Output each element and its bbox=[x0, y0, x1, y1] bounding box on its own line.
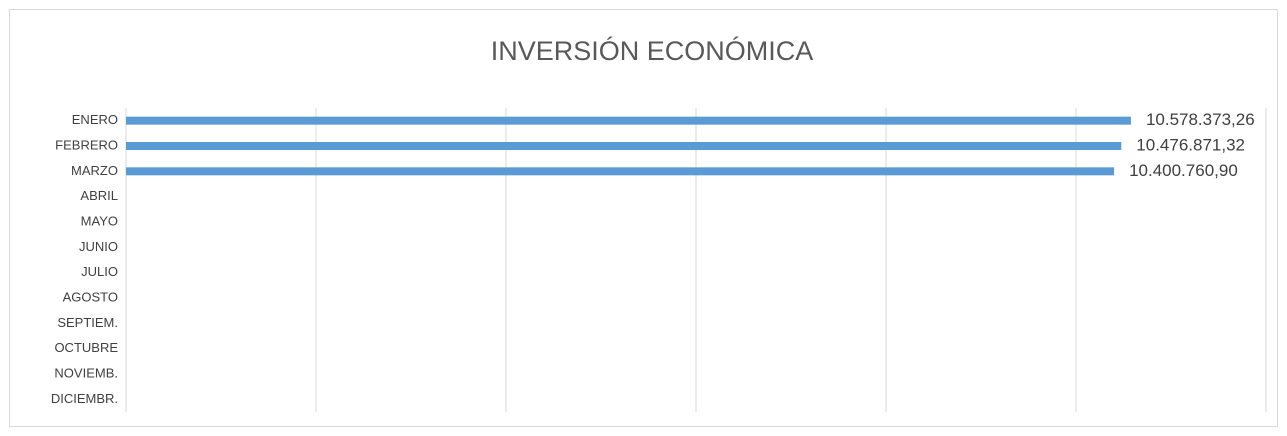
value-label: 10.476.871,32 bbox=[1136, 135, 1245, 154]
y-tick-label: ABRIL bbox=[80, 188, 118, 203]
y-tick-label: MARZO bbox=[71, 163, 118, 178]
y-tick-label: DICIEMBR. bbox=[51, 391, 118, 406]
value-label: 10.578.373,26 bbox=[1146, 110, 1255, 129]
y-tick-label: JUNIO bbox=[79, 239, 118, 254]
chart-title: INVERSIÓN ECONÓMICA bbox=[491, 35, 814, 66]
y-tick-label: AGOSTO bbox=[63, 289, 118, 304]
y-tick-label: JULIO bbox=[81, 264, 118, 279]
y-tick-label: NOVIEMB. bbox=[54, 365, 118, 380]
y-tick-label: FEBRERO bbox=[55, 137, 118, 152]
y-tick-label: SEPTIEM. bbox=[57, 315, 118, 330]
chart-border bbox=[9, 9, 1278, 427]
bar bbox=[126, 116, 1131, 125]
y-tick-label: MAYO bbox=[81, 213, 118, 228]
y-tick-label: ENERO bbox=[72, 112, 118, 127]
bar bbox=[126, 167, 1115, 176]
value-label: 10.400.760,90 bbox=[1129, 161, 1238, 180]
y-tick-label: OCTUBRE bbox=[54, 340, 118, 355]
bar bbox=[126, 142, 1122, 150]
